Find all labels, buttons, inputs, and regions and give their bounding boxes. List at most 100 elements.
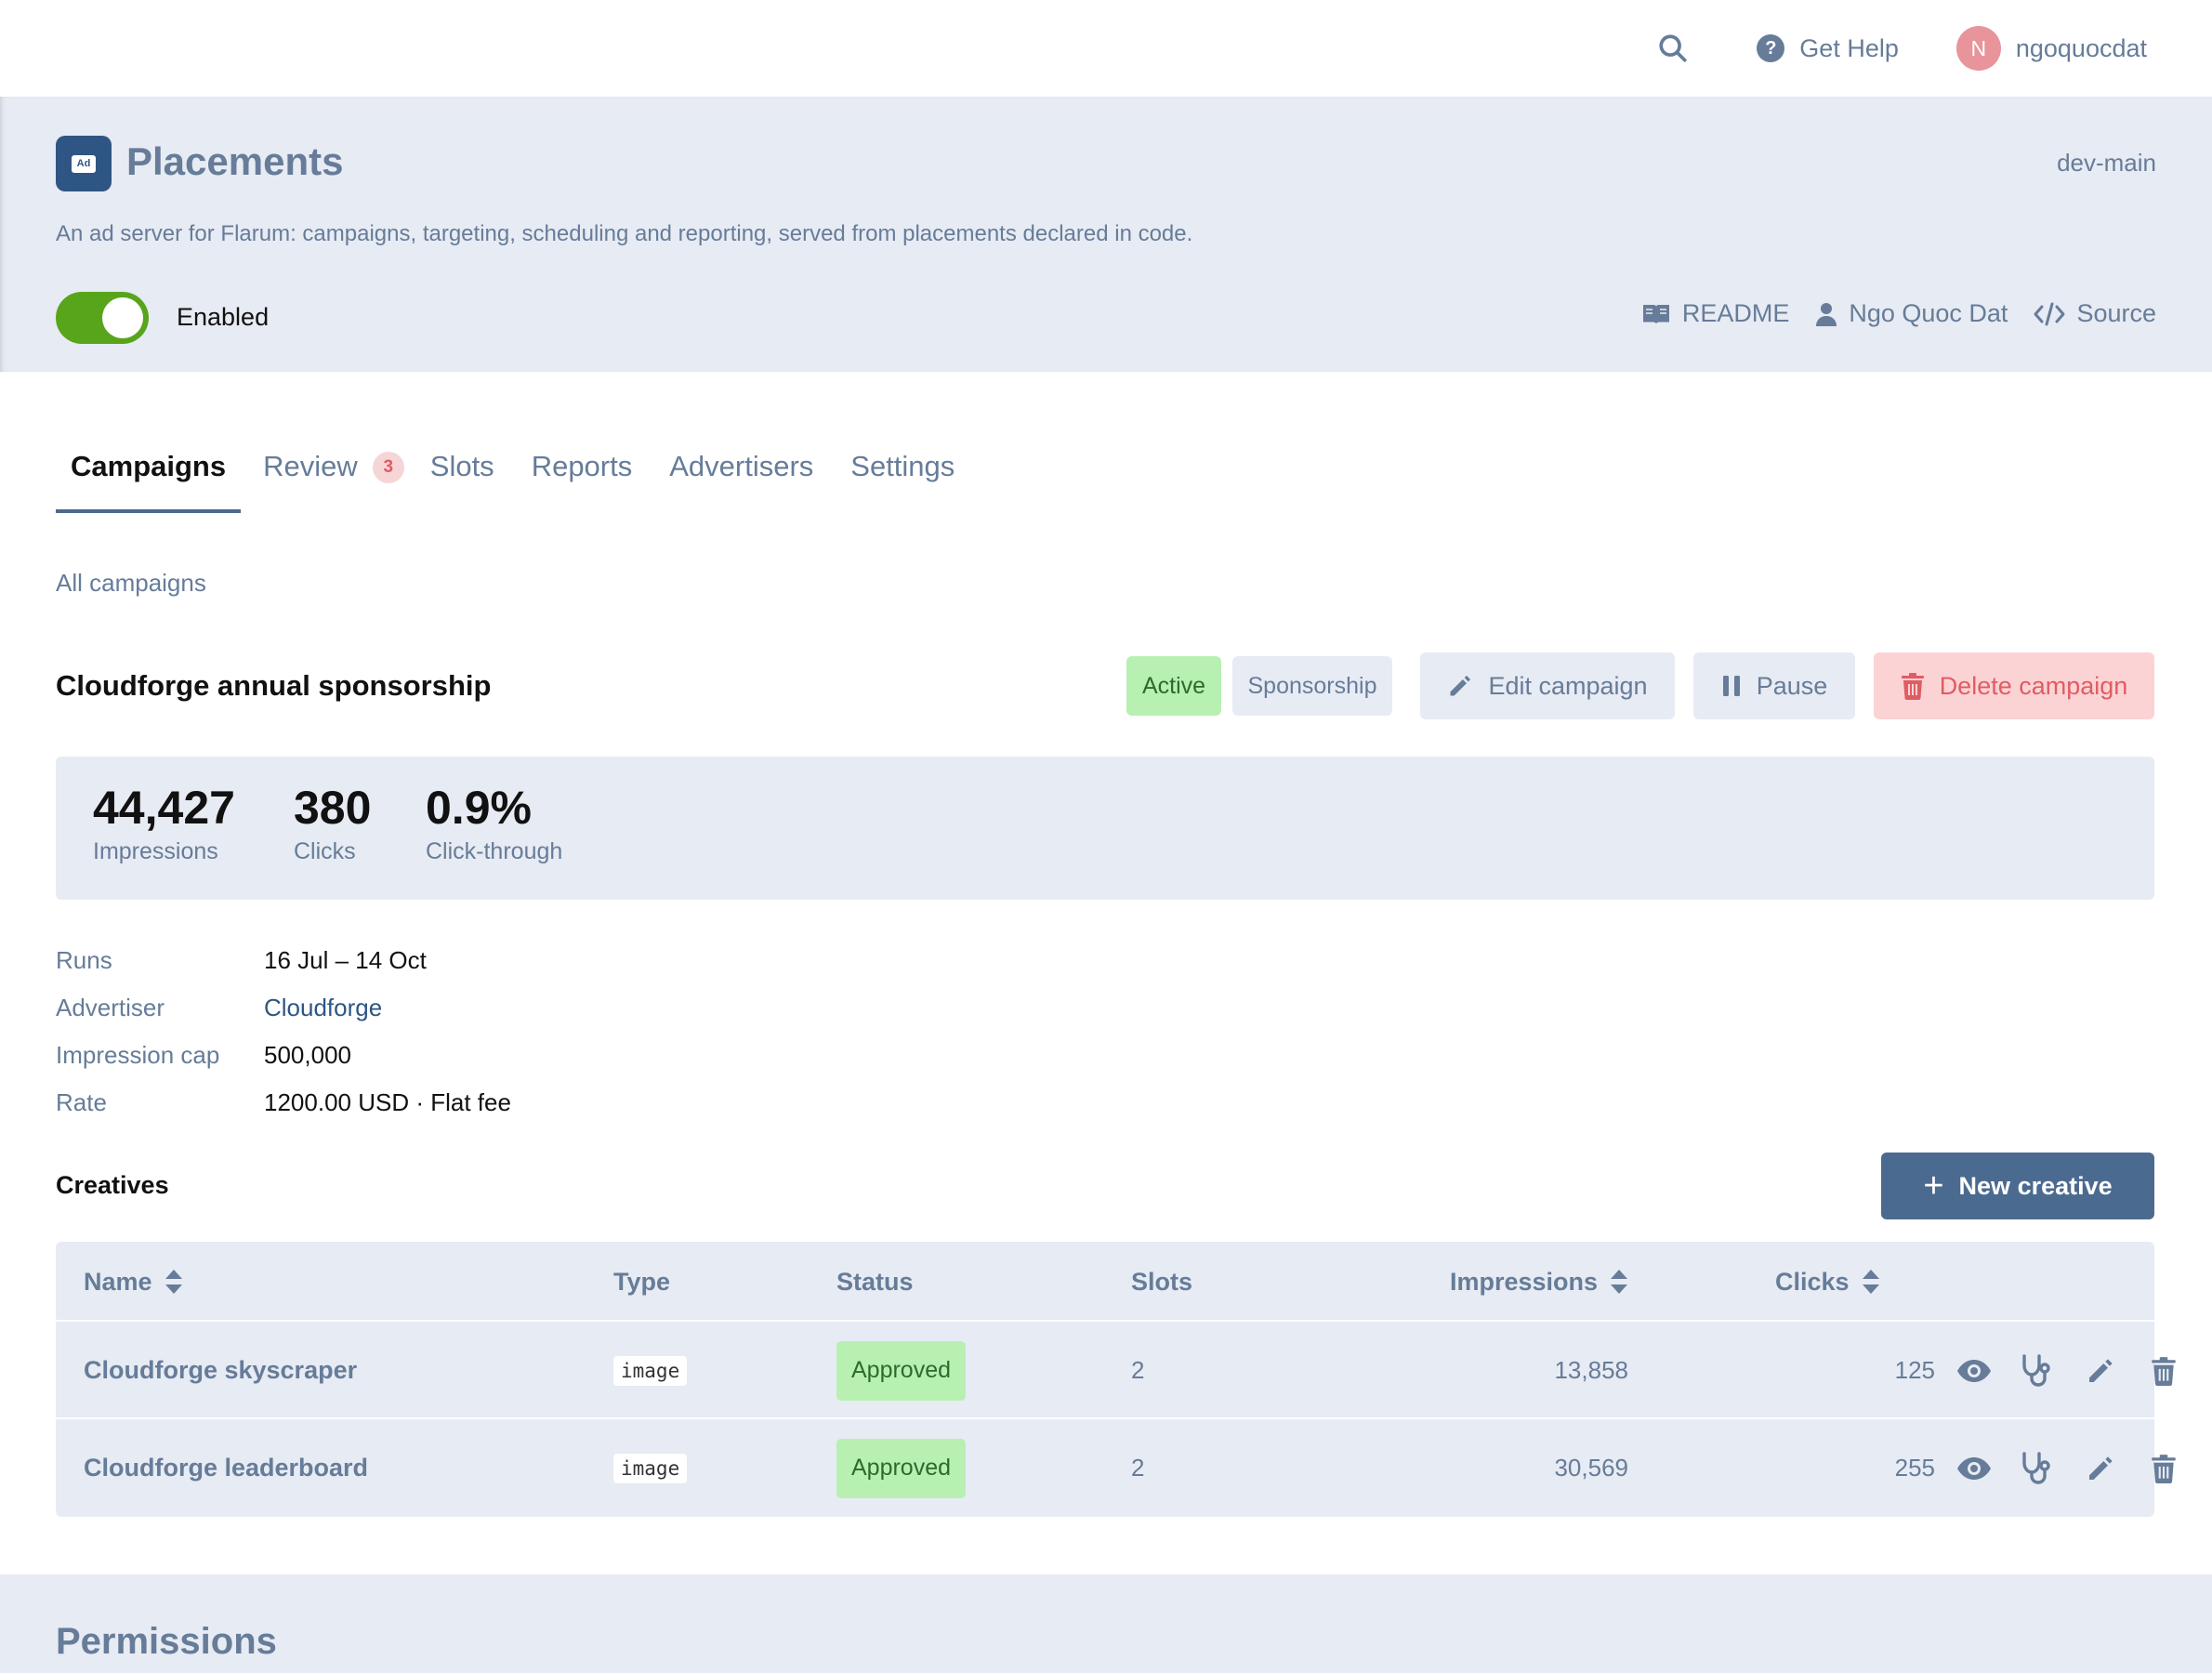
stat-value: 44,427 — [93, 782, 235, 834]
source-link[interactable]: Source — [2034, 299, 2156, 328]
column-label: Impressions — [1450, 1267, 1599, 1296]
new-creative-label: New creative — [1958, 1171, 2113, 1200]
permissions-section: Permissions — [0, 1574, 2212, 1673]
new-creative-button[interactable]: + New creative — [1881, 1153, 2154, 1219]
search-icon — [1659, 34, 1687, 62]
stats-panel: 44,427 Impressions 380 Clicks 0.9% Click… — [56, 757, 2154, 900]
help-circle-icon: ? — [1757, 34, 1785, 62]
breadcrumb[interactable]: All campaigns — [56, 569, 206, 597]
sort-icon — [1862, 1270, 1879, 1294]
readme-link[interactable]: README — [1641, 299, 1790, 328]
code-icon — [2034, 302, 2065, 325]
pencil-icon — [2089, 1456, 2113, 1480]
detail-value: 16 Jul – 14 Oct — [264, 946, 427, 974]
toggle-knob — [102, 297, 143, 338]
detail-key: Advertiser — [56, 994, 165, 1021]
detail-value: 1200.00 USD · Flat fee — [264, 1088, 511, 1116]
pause-button[interactable]: Pause — [1693, 652, 1855, 719]
tab-campaigns[interactable]: Campaigns — [56, 437, 242, 513]
tab-bar: Campaigns Review 3 Slots Reports Adverti… — [56, 437, 977, 513]
delete-campaign-button[interactable]: Delete campaign — [1874, 652, 2154, 719]
extension-version: dev-main — [2057, 149, 2156, 177]
enabled-toggle[interactable] — [56, 292, 149, 344]
stethoscope-icon — [2022, 1451, 2050, 1484]
username: ngoquocdat — [2015, 33, 2147, 62]
creative-status: Approved — [836, 1419, 967, 1517]
trash-icon — [1901, 673, 1924, 700]
table-row: Cloudforge skyscraper image Approved 2 1… — [56, 1322, 2176, 1419]
creative-name[interactable]: Cloudforge leaderboard — [84, 1454, 369, 1482]
detail-advertiser: Advertiser Cloudforge — [56, 984, 511, 1032]
creative-name[interactable]: Cloudforge skyscraper — [84, 1356, 358, 1384]
status-badge: Approved — [836, 1438, 967, 1498]
detail-key: Impression cap — [56, 1041, 220, 1069]
column-name[interactable]: Name — [84, 1242, 184, 1322]
get-help-label: Get Help — [1799, 33, 1899, 62]
stat-label: Clicks — [294, 838, 356, 864]
stat-label: Impressions — [93, 838, 218, 864]
edit-campaign-button[interactable]: Edit campaign — [1420, 652, 1675, 719]
table-row: Cloudforge leaderboard image Approved 2 … — [56, 1419, 2176, 1517]
creatives-table: Name Type Status Slots Impressions Click… — [56, 1242, 2176, 1517]
creative-clicks: 255 — [1894, 1454, 1935, 1482]
detail-impression-cap: Impression cap 500,000 — [56, 1032, 511, 1079]
book-icon — [1642, 304, 1669, 323]
column-clicks[interactable]: Clicks — [1775, 1242, 1881, 1322]
preview-button[interactable] — [1954, 1419, 1995, 1517]
extension-description: An ad server for Flarum: campaigns, targ… — [56, 221, 1193, 246]
pencil-icon — [1450, 675, 1471, 696]
creative-type: image — [613, 1322, 688, 1419]
tab-review[interactable]: Review 3 — [248, 437, 404, 513]
search-button[interactable] — [1654, 30, 1692, 67]
eye-icon — [1957, 1456, 1991, 1480]
stat-clicks: 380 Clicks — [294, 784, 371, 865]
preview-button[interactable] — [1954, 1322, 1995, 1419]
tab-review-label: Review — [263, 450, 358, 482]
author-link[interactable]: Ngo Quoc Dat — [1815, 299, 2008, 328]
extension-icon: Ad — [56, 136, 112, 191]
column-status: Status — [836, 1267, 914, 1296]
delete-creative-button[interactable] — [2143, 1419, 2184, 1517]
detail-value: 500,000 — [264, 1041, 351, 1069]
extension-title: Placements — [126, 139, 344, 183]
stat-label: Click-through — [426, 838, 563, 864]
avatar: N — [1955, 26, 2001, 71]
tab-slots[interactable]: Slots — [429, 450, 494, 482]
extension-links: README Ngo Quoc Dat Source — [1615, 299, 2156, 328]
ad-icon: Ad — [72, 154, 96, 173]
source-label: Source — [2076, 299, 2156, 327]
stat-click-through: 0.9% Click-through — [426, 784, 562, 865]
user-menu[interactable]: N ngoquocdat — [1955, 26, 2147, 71]
advertiser-link[interactable]: Cloudforge — [264, 994, 383, 1021]
readme-label: README — [1681, 299, 1790, 327]
edit-creative-button[interactable] — [2080, 1419, 2121, 1517]
permissions-heading: Permissions — [56, 1621, 277, 1662]
creative-clicks: 125 — [1894, 1356, 1935, 1384]
diagnose-button[interactable] — [2017, 1419, 2058, 1517]
get-help-button[interactable]: ? Get Help — [1757, 34, 1899, 63]
diagnose-button[interactable] — [2017, 1322, 2058, 1419]
creative-impressions: 30,569 — [1554, 1454, 1628, 1482]
column-type: Type — [613, 1267, 671, 1296]
column-impressions[interactable]: Impressions — [1450, 1242, 1629, 1322]
pause-icon — [1722, 676, 1740, 696]
status-badge: Active — [1126, 656, 1221, 716]
extension-header: Ad Placements dev-main An ad server for … — [0, 97, 2212, 372]
tab-reports[interactable]: Reports — [531, 450, 633, 482]
delete-creative-button[interactable] — [2143, 1322, 2184, 1419]
creative-slots: 2 — [1131, 1356, 1145, 1384]
type-badge: Sponsorship — [1232, 656, 1392, 716]
stat-value: 380 — [294, 782, 372, 834]
edit-campaign-label: Edit campaign — [1488, 671, 1648, 700]
creatives-heading: Creatives — [56, 1171, 169, 1199]
eye-icon — [1957, 1359, 1991, 1382]
user-icon — [1816, 302, 1837, 326]
detail-runs: Runs 16 Jul – 14 Oct — [56, 937, 511, 984]
edit-creative-button[interactable] — [2080, 1322, 2121, 1419]
detail-key: Rate — [56, 1088, 107, 1116]
stat-value: 0.9% — [426, 782, 532, 834]
tab-advertisers[interactable]: Advertisers — [669, 450, 814, 482]
creative-status: Approved — [836, 1322, 967, 1419]
tab-settings[interactable]: Settings — [850, 450, 955, 482]
creative-impressions: 13,858 — [1554, 1356, 1628, 1384]
